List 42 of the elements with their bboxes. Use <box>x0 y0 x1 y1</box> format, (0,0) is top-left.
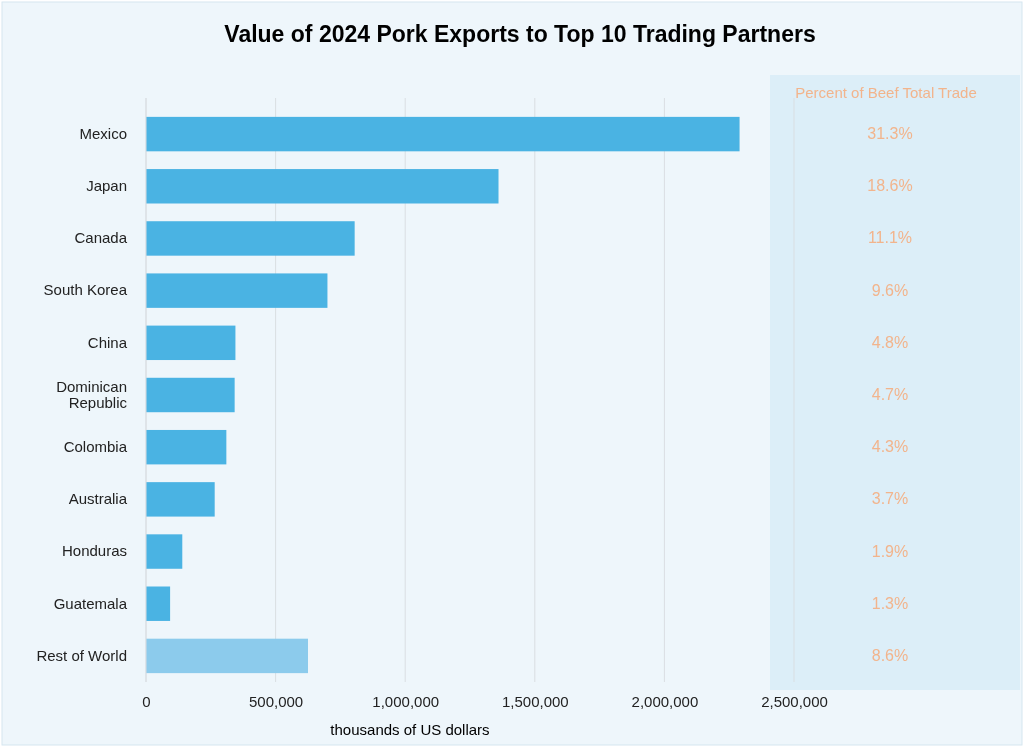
text: 18.6% <box>867 177 913 195</box>
y-tick-label: Dominican Republic <box>56 377 128 412</box>
bar <box>146 273 328 308</box>
bar <box>146 169 499 204</box>
bar <box>146 377 235 413</box>
y-tick-label: South Korea <box>43 281 128 299</box>
y-tick-label: Japan <box>86 177 127 195</box>
y-tick-label: Canada <box>74 229 128 247</box>
y-tick-label: Australia <box>68 490 128 508</box>
y-tick-label: Guatemala <box>53 594 128 612</box>
y-tick-label: Honduras <box>61 542 127 560</box>
x-tick-label: 1,500,000 <box>501 692 569 710</box>
x-axis-title: thousands of US dollars <box>330 721 490 738</box>
y-tick-label: Rest of World <box>36 646 127 664</box>
x-tick-label: 2,000,000 <box>631 692 699 710</box>
text: 31.3% <box>867 125 913 143</box>
chart-title: Value of 2024 Pork Exports to Top 10 Trading Partners <box>224 21 816 47</box>
x-tick-label: 2,500,000 <box>761 692 828 710</box>
text: 11.1% <box>867 229 913 247</box>
text: 3.7% <box>871 490 909 508</box>
text: 4.7% <box>871 386 909 403</box>
bar <box>146 482 215 517</box>
bar <box>146 638 308 674</box>
bar <box>146 586 171 621</box>
bar <box>146 429 227 465</box>
text: 1.3% <box>871 594 909 612</box>
text: 8.6% <box>871 646 909 664</box>
x-tick-label: 500,000 <box>248 692 304 710</box>
y-tick-label: Mexico <box>79 124 127 142</box>
x-tick-label: 1,000,000 <box>372 692 440 710</box>
text: 4.3% <box>871 438 909 456</box>
text: 4.8% <box>871 333 909 351</box>
bar <box>146 325 236 361</box>
y-tick-label: Colombia <box>63 437 128 455</box>
bar <box>146 116 740 152</box>
text: 1.9% <box>871 542 909 560</box>
text: Percent of Beef Total Trade <box>795 84 977 101</box>
y-tick-label: China <box>87 333 128 351</box>
x-tick-label: 0 <box>142 692 151 710</box>
bar <box>146 534 183 569</box>
bar <box>146 221 355 256</box>
text: 9.6% <box>871 281 909 299</box>
